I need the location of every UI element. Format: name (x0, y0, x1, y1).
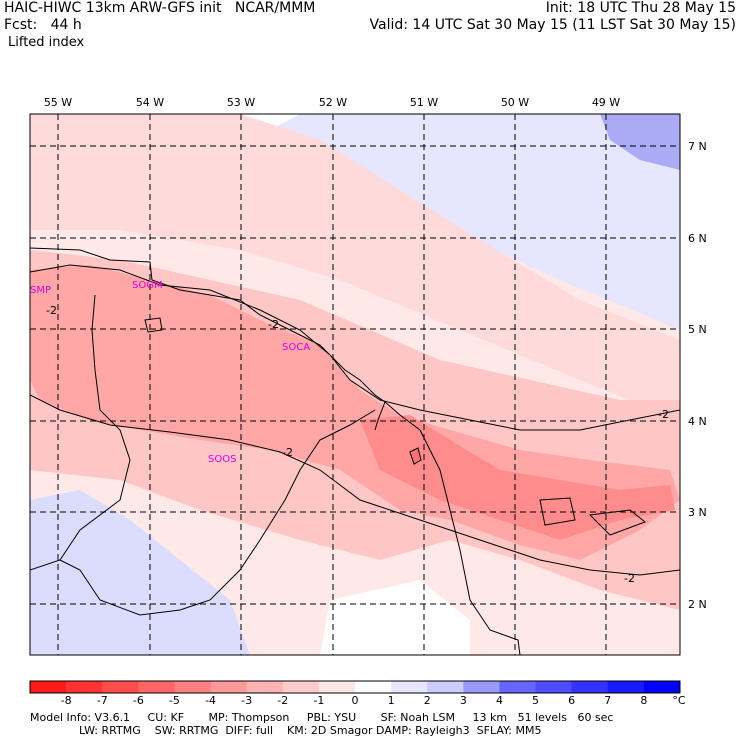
lat-label: 7 N (688, 140, 707, 153)
shading-deep-pocket-east (360, 415, 675, 540)
lat-axis-labels: 7 N 6 N 5 N 4 N 3 N 2 N (688, 140, 707, 611)
colorbar-tick-label: 5 (532, 694, 540, 707)
colorbar-tick-label: -2 (277, 694, 289, 707)
colorbar-tick-label: -6 (132, 694, 144, 707)
boundary-lines (30, 247, 521, 655)
model-info-line1: Model Info: V3.6.1 CU: KF MP: Thompson P… (30, 711, 614, 724)
contour-label: -2 (268, 318, 279, 331)
colorbar-swatch (30, 681, 67, 693)
colorbar-tick-label: -8 (60, 694, 72, 707)
border-east (59, 409, 376, 616)
colorbar-tick-label: -4 (205, 694, 217, 707)
colorbar-tick-label: 6 (568, 694, 576, 707)
contour-loop-4 (409, 447, 422, 465)
lon-label: 52 W (319, 96, 347, 109)
colorbar-swatch (102, 681, 139, 693)
colorbar-swatch (138, 681, 175, 693)
lon-label: 49 W (592, 96, 620, 109)
shading-light-blue-upper (270, 114, 680, 330)
border-west (30, 294, 131, 571)
contour-south (30, 394, 680, 576)
colorbar-tick-label: 7 (604, 694, 612, 707)
lon-axis-labels: 55 W 54 W 53 W 52 W 51 W 50 W 49 W (44, 96, 620, 109)
lat-label: 2 N (688, 598, 707, 611)
lon-label: 55 W (44, 96, 72, 109)
colorbar-swatch (427, 681, 464, 693)
colorbar-swatch (210, 681, 248, 693)
contour-loop-3 (588, 509, 647, 536)
lon-label: 54 W (136, 96, 164, 109)
colorbar-tick-label: 2 (423, 694, 431, 707)
lat-label: 6 N (688, 232, 707, 245)
shading-white-lower (320, 580, 470, 655)
init-time: Init: 18 UTC Thu 28 May 15 (545, 0, 736, 16)
contour-lines (30, 264, 680, 576)
colorbar-tick-label: -1 (313, 694, 325, 707)
lat-lon-grid (30, 114, 680, 655)
contour-loop-1 (144, 317, 163, 333)
colorbar-swatch (535, 681, 573, 693)
colorbar-swatch (499, 681, 537, 693)
forecast-hour: Fcst: 44 h (4, 17, 82, 33)
colorbar-tick-label: 3 (459, 694, 467, 707)
station-smp: SMP (30, 285, 51, 296)
model-info-line2: LW: RRTMG SW: RRTMG DIFF: full KM: 2D Sm… (30, 724, 542, 737)
colorbar-tick-label: -5 (168, 694, 180, 707)
colorbar-unit: °C (672, 694, 686, 707)
colorbar-swatch (355, 681, 392, 693)
colorbar-swatch (282, 681, 320, 693)
colorbar-tick-label: 0 (351, 694, 359, 707)
contour-loop-2 (539, 497, 576, 526)
contour-north (30, 264, 680, 431)
colorbar (29, 680, 681, 694)
lon-label: 51 W (410, 96, 438, 109)
field-name: Lifted index (8, 35, 85, 50)
colorbar-swatch (246, 681, 284, 693)
map-plot-area: -2 -2 -2 -2 -2 SMP SOGM SOCA SOOS (30, 114, 680, 655)
contour-label: -2 (46, 304, 57, 317)
colorbar-swatch (391, 681, 428, 693)
model-title: HAIC-HIWC 13km ARW-GFS init NCAR/MMM (4, 0, 316, 16)
lon-label: 53 W (227, 96, 255, 109)
contour-label: -2 (658, 408, 669, 421)
colorbar-swatch (463, 681, 500, 693)
station-sogm: SOGM (132, 280, 163, 291)
shading-blue-lower-left (30, 490, 250, 655)
lat-label: 5 N (688, 323, 707, 336)
colorbar-tick-label: 1 (387, 694, 395, 707)
contour-label: -2 (282, 446, 293, 459)
colorbar-tick-label: -7 (96, 694, 108, 707)
colorbar-swatch (607, 681, 645, 693)
colorbar-frame (29, 680, 681, 694)
colorbar-swatch (174, 681, 212, 693)
contour-label-group: -2 -2 -2 -2 -2 (46, 304, 669, 585)
lat-label: 4 N (688, 415, 707, 428)
colorbar-swatch (643, 681, 681, 693)
colorbar-swatch (318, 681, 356, 693)
colorbar-swatch (66, 681, 103, 693)
station-soca: SOCA (282, 342, 310, 353)
lon-label: 50 W (501, 96, 529, 109)
coastline (30, 247, 521, 655)
shading-blue-corner (600, 114, 680, 170)
lat-label: 3 N (688, 506, 707, 519)
colorbar-tick-label: -3 (241, 694, 253, 707)
valid-time: Valid: 14 UTC Sat 30 May 15 (11 LST Sat … (369, 17, 736, 33)
contour-label: -2 (624, 572, 635, 585)
colorbar-tick-label: 8 (640, 694, 648, 707)
colorbar-swatch (571, 681, 609, 693)
shading-pink-north (30, 114, 680, 420)
colorbar-tick-label: 4 (495, 694, 503, 707)
station-soos: SOOS (208, 454, 236, 465)
station-label-group: SMP SOGM SOCA SOOS (30, 280, 310, 465)
map-frame (29, 113, 681, 656)
border-river (374, 401, 386, 431)
